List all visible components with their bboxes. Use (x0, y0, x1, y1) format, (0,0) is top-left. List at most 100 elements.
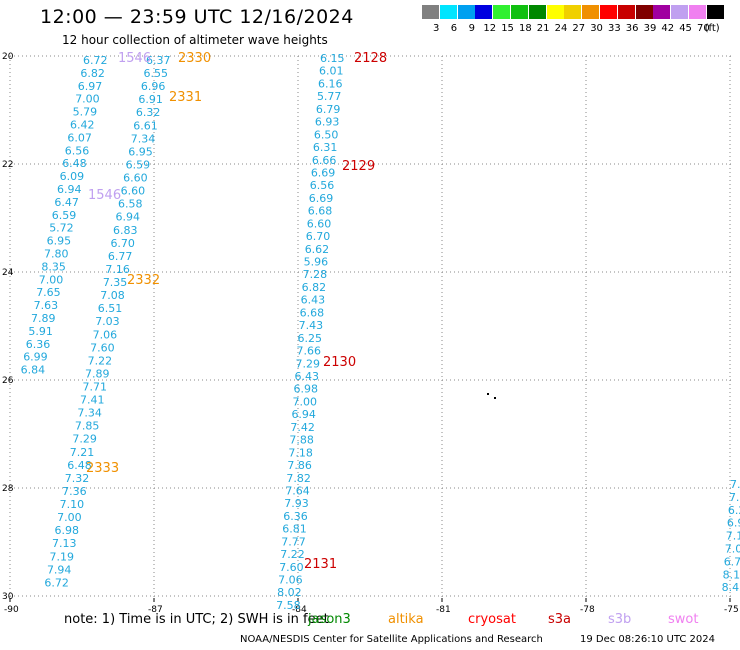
credit-text: NOAA/NESDIS Center for Satellite Applica… (240, 634, 543, 645)
legend-label: 12 (483, 23, 497, 34)
wave-height-value: 7.13 (52, 537, 77, 550)
wave-height-value: 7.86 (287, 459, 312, 472)
wave-height-value: 6.42 (70, 119, 95, 132)
wave-height-value: 6.36 (283, 510, 308, 523)
wave-height-value: 6.62 (305, 243, 330, 256)
wave-height-value: 7.16 (105, 263, 130, 276)
wave-height-value: 5.91 (28, 325, 53, 338)
wave-height-value: 6.59 (126, 158, 150, 171)
legend-swatch (546, 5, 564, 19)
wave-height-value: 7.88 (289, 434, 314, 447)
legend-label: 21 (536, 23, 550, 34)
wave-height-value: 6.78 (724, 555, 740, 568)
wave-height-value: 6.56 (310, 179, 335, 192)
wave-height-value: 6.36 (26, 338, 51, 351)
wave-height-value: 6.16 (318, 77, 343, 90)
wave-height-value: 6.48 (67, 459, 92, 472)
wave-height-value: 7.00 (292, 395, 317, 408)
legend-swatch (475, 5, 493, 19)
satellite-name: s3a (548, 612, 572, 627)
land-dot (487, 393, 489, 395)
wave-height-value: 7.77 (281, 535, 306, 548)
legend-label: 18 (519, 23, 532, 34)
legend-swatch (564, 5, 582, 19)
satellite-name: cryosat (468, 612, 516, 627)
wave-height-value: 7.18 (288, 446, 313, 459)
legend-label: 42 (661, 23, 675, 34)
legend-label: 9 (468, 23, 475, 34)
legend-swatch (617, 5, 635, 19)
wave-height-value: 7.60 (279, 561, 304, 574)
wave-height-value: 6.09 (60, 170, 85, 183)
wave-height-value: 6.47 (54, 196, 79, 209)
lat-tick-label: 22 (2, 160, 13, 170)
wave-height-value: 6.60 (121, 185, 146, 198)
wave-height-value: 6.56 (65, 144, 90, 157)
wave-height-value: 7.71 (83, 381, 108, 394)
lat-tick-label: 26 (2, 376, 14, 386)
wave-height-value: 6.43 (295, 370, 320, 383)
wave-height-value: 5.79 (73, 106, 98, 119)
land-dots (487, 393, 496, 399)
wave-height-value: 7.06 (93, 328, 118, 341)
wave-height-value: 6.82 (302, 281, 327, 294)
wave-height-value: 7.41 (80, 394, 105, 407)
wave-height-value: 6.51 (98, 302, 123, 315)
satellite-name: jason3 (308, 612, 351, 627)
footer-note: note: 1) Time is in UTC; 2) SWH is in fe… (64, 612, 329, 627)
legend-swatch (600, 5, 617, 19)
wave-height-value: 5.72 (49, 222, 73, 235)
wave-height-value: 6.70 (306, 230, 331, 243)
wave-height-value: 6.43 (301, 294, 326, 307)
lon-tick-label: -84 (292, 605, 307, 615)
satellite-name: altika (388, 612, 424, 627)
wave-height-value: 6.59 (52, 209, 77, 222)
legend-swatch (706, 5, 724, 19)
wave-height-value: 6.61 (133, 119, 158, 132)
lon-tick-label: -81 (436, 605, 451, 615)
wave-height-value: 7.42 (290, 421, 315, 434)
wave-height-value: 7.29 (72, 433, 97, 446)
wave-height-value: 7.10 (60, 498, 85, 511)
legend-swatch (528, 5, 546, 19)
pass-number-label: 2128 (354, 51, 387, 66)
pass-labels-layer: 1546 2330 2331 1546 2332 2333 2128 2129 2130 2131 (86, 51, 387, 572)
legend-label: 6 (450, 23, 458, 34)
wave-height-value: 6.60 (123, 172, 148, 185)
legend-swatch (689, 5, 706, 19)
wave-height-value: 5.96 (304, 256, 329, 269)
wave-height-value: 6.68 (300, 306, 325, 319)
wave-height-value: 6.98 (55, 524, 79, 537)
generated-timestamp: 19 Dec 08:26:10 UTC 2024 (580, 634, 715, 645)
wave-height-value: 6.55 (143, 67, 168, 80)
legend-swatch (439, 5, 457, 19)
wave-height-value: 6.58 (118, 198, 143, 211)
legend-swatch (671, 5, 689, 19)
map-title: 12:00 — 23:59 UTC 12/16/2024 (40, 6, 354, 28)
wave-height-value: 7.00 (57, 511, 82, 524)
pass-number-label: 2332 (127, 273, 160, 288)
legend-label: 36 (625, 23, 639, 34)
wave-height-value: 7.80 (44, 248, 69, 261)
legend-label: 27 (572, 23, 586, 34)
wave-height-value: 6.94 (116, 211, 140, 224)
lat-tick-label: 20 (2, 52, 14, 62)
wave-height-value: 6.15 (320, 52, 345, 65)
wave-height-value: 6.66 (312, 154, 337, 167)
wave-height-value: 7.22 (88, 354, 113, 367)
wave-height-value: 7.65 (36, 286, 61, 299)
lat-tick-label: 24 (2, 268, 14, 278)
wave-height-value: 6.79 (316, 103, 341, 116)
wave-height-value: 6.69 (309, 192, 334, 205)
wave-height-value: 7.08 (100, 289, 125, 302)
wave-height-value: 6.72 (44, 576, 69, 589)
wave-height-value: 7.43 (299, 319, 324, 332)
wave-height-value: 6.01 (319, 65, 344, 78)
legend-swatch (422, 5, 439, 19)
pass-number-label: 2130 (323, 355, 356, 370)
wave-height-value: 7.28 (303, 268, 328, 281)
lat-tick-label: 30 (2, 592, 14, 602)
wave-height-value: 7.94 (47, 563, 72, 576)
wave-height-value: 6.70 (110, 237, 135, 250)
wave-height-value: 8.35 (41, 260, 66, 273)
